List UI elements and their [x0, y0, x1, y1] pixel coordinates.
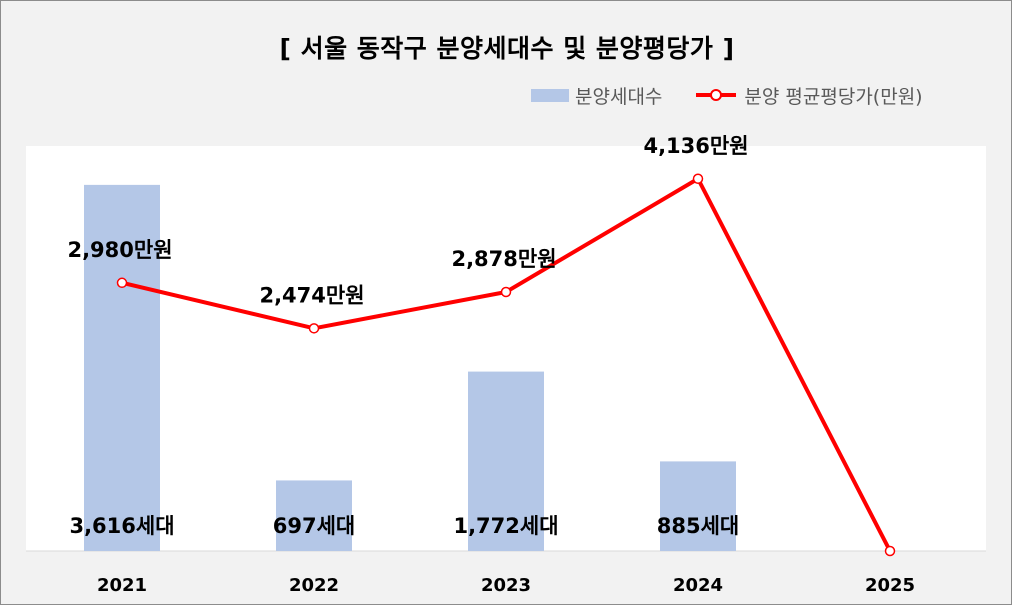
- legend: 분양세대수 분양 평균평당가(만원): [531, 83, 923, 108]
- bar-label-2022: 697세대: [273, 514, 355, 538]
- bar-label-2023: 1,772세대: [453, 514, 558, 538]
- price-point-2024: [692, 173, 704, 185]
- price-point-2022: [308, 323, 320, 334]
- bar-label-2024: 885세대: [657, 514, 739, 538]
- bar-2024: [660, 461, 736, 551]
- line-label-2023: 2,878만원: [451, 247, 556, 271]
- chart-title: [ 서울 동작구 분양세대수 및 분양평당가 ]: [279, 34, 735, 63]
- bar-label-2021: 3,616세대: [69, 514, 174, 538]
- bar-2022: [276, 480, 352, 551]
- price-point-2023: [500, 286, 512, 298]
- price-point-2021: [116, 277, 128, 289]
- line-label-2022: 2,474만원: [259, 283, 364, 307]
- x-tick-2024: 2024: [673, 575, 723, 596]
- x-tick-2021: 2021: [97, 575, 147, 596]
- price-point-2025: [884, 545, 896, 557]
- legend-bar-swatch: [531, 88, 569, 102]
- line-label-2021: 2,980만원: [67, 238, 172, 262]
- legend-line-swatch: [696, 88, 737, 102]
- legend-bar-label: 분양세대수: [575, 85, 663, 108]
- x-tick-2023: 2023: [481, 575, 531, 596]
- bar-2021: [84, 184, 160, 551]
- bar-2023: [468, 371, 544, 551]
- x-tick-2025: 2025: [865, 575, 915, 596]
- legend-line-label: 분양 평균평당가(만원): [744, 85, 923, 108]
- x-tick-2022: 2022: [289, 575, 339, 596]
- line-label-2024: 4,136만원: [643, 134, 748, 158]
